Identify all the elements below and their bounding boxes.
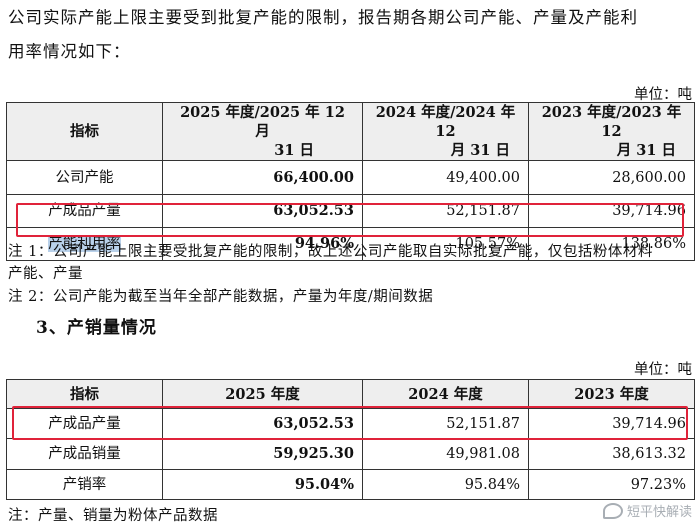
header-2023-line1: 2023 年度/2023 年 12 [541,104,682,140]
table-row: 公司产能 66,400.00 49,400.00 28,600.00 [6,160,695,195]
sales-2023: 38,613.32 [528,438,695,470]
table1-unit-label: 单位：吨 [634,87,692,103]
header2-2024: 2024 年度 [362,379,529,409]
table2-unit-label: 单位：吨 [634,362,692,378]
row2-label-sell-through: 产销率 [6,469,163,500]
output-2024: 52,151.87 [362,194,529,228]
capacity-2025: 66,400.00 [162,160,363,195]
utilization-2025: 94.96% [162,227,363,261]
header-2025: 2025 年度/2025 年 12 月 31 日 [162,102,363,161]
note1-line1: 注 1：公司产能上限主要受批复产能的限制，故上述公司产能取自实际批复产能，仅包括… [8,244,653,260]
note1-line2: 产能、产量 [8,266,83,282]
intro-paragraph-line2: 用率情况如下： [8,42,131,61]
row-label-output: 产成品产量 [6,194,163,228]
sell-through-2025: 95.04% [162,469,363,500]
header2-indicator: 指标 [6,379,163,409]
sales-2024: 49,981.08 [362,438,529,470]
output-2023: 39,714.96 [528,194,695,228]
capacity-2023: 28,600.00 [528,160,695,195]
row2-label-sales: 产成品销量 [6,438,163,470]
table-row: 产成品产量 63,052.53 52,151.87 39,714.96 [6,194,695,228]
table-row: 产成品产量 63,052.53 52,151.87 39,714.96 [6,408,695,439]
table2-header-row: 指标 2025 年度 2024 年度 2023 年度 [6,379,695,409]
output2-2025: 63,052.53 [162,408,363,439]
row-label-utilization: 产能利用率 [6,227,163,261]
note2: 注 2：公司产能为截至当年全部产能数据，产量为年度/期间数据 [8,289,434,305]
output-2025: 63,052.53 [162,194,363,228]
sell-through-2023: 97.23% [528,469,695,500]
sales-2025: 59,925.30 [162,438,363,470]
capacity-table: 指标 2025 年度/2025 年 12 月 31 日 2024 年度/2024… [6,102,695,261]
table-row: 产能利用率 94.96% 105.57% 138.86% [6,227,695,261]
header2-2023: 2023 年度 [528,379,695,409]
weibo-logo-icon [602,502,623,519]
output2-2023: 39,714.96 [528,408,695,439]
header-2023-line2: 月 31 日 [616,142,676,159]
table-row: 产成品销量 59,925.30 49,981.08 38,613.32 [6,438,695,470]
row-label-capacity: 公司产能 [6,160,163,195]
bottom-note: 注：产量、销量为粉体产品数据 [8,508,218,524]
header-2024: 2024 年度/2024 年 12 月 31 日 [362,102,529,161]
table1-header-row: 指标 2025 年度/2025 年 12 月 31 日 2024 年度/2024… [6,102,695,161]
watermark: 短平快解读 [602,501,692,520]
output2-2024: 52,151.87 [362,408,529,439]
selected-text: 产能利用率 [48,236,121,252]
sell-through-2024: 95.84% [362,469,529,500]
section-heading: 3、产销量情况 [36,318,157,338]
header-2023: 2023 年度/2023 年 12 月 31 日 [528,102,695,161]
intro-paragraph-line1: 公司实际产能上限主要受到批复产能的限制，报告期各期公司产能、产量及产能利 [8,8,638,27]
header-2024-line1: 2024 年度/2024 年 12 [375,104,516,140]
header-2024-line2: 月 31 日 [450,142,510,159]
table-row: 产销率 95.04% 95.84% 97.23% [6,469,695,500]
utilization-2023: 138.86% [528,227,695,261]
header-2025-line1: 2025 年度/2025 年 12 月 [180,104,345,140]
row2-label-output: 产成品产量 [6,408,163,439]
watermark-text: 短平快解读 [626,505,692,520]
capacity-2024: 49,400.00 [362,160,529,195]
header2-2025: 2025 年度 [162,379,363,409]
production-sales-table: 指标 2025 年度 2024 年度 2023 年度 产成品产量 63,052.… [6,379,695,500]
header-indicator: 指标 [6,102,163,161]
header-2025-line2: 31 日 [274,142,314,159]
utilization-2024: 105.57% [362,227,529,261]
